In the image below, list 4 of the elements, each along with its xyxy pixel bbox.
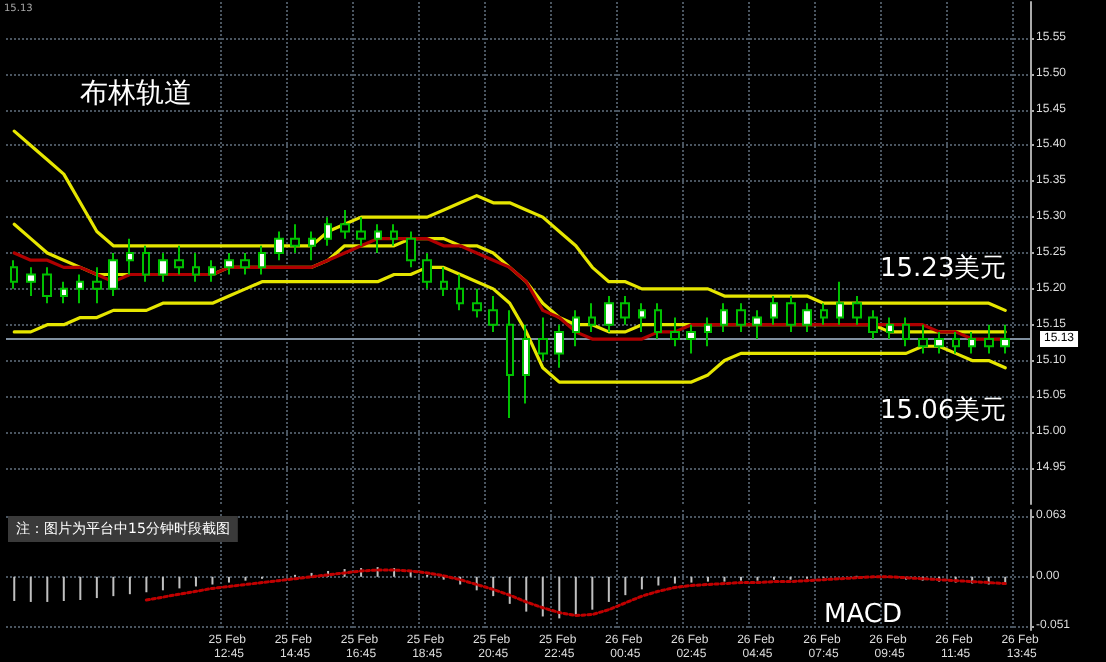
annotation: MACD bbox=[824, 600, 902, 630]
annotation: 15.06美元 bbox=[880, 394, 1007, 426]
annotation: 15.23美元 bbox=[880, 252, 1007, 284]
annotation: 布林轨道 bbox=[80, 78, 192, 110]
